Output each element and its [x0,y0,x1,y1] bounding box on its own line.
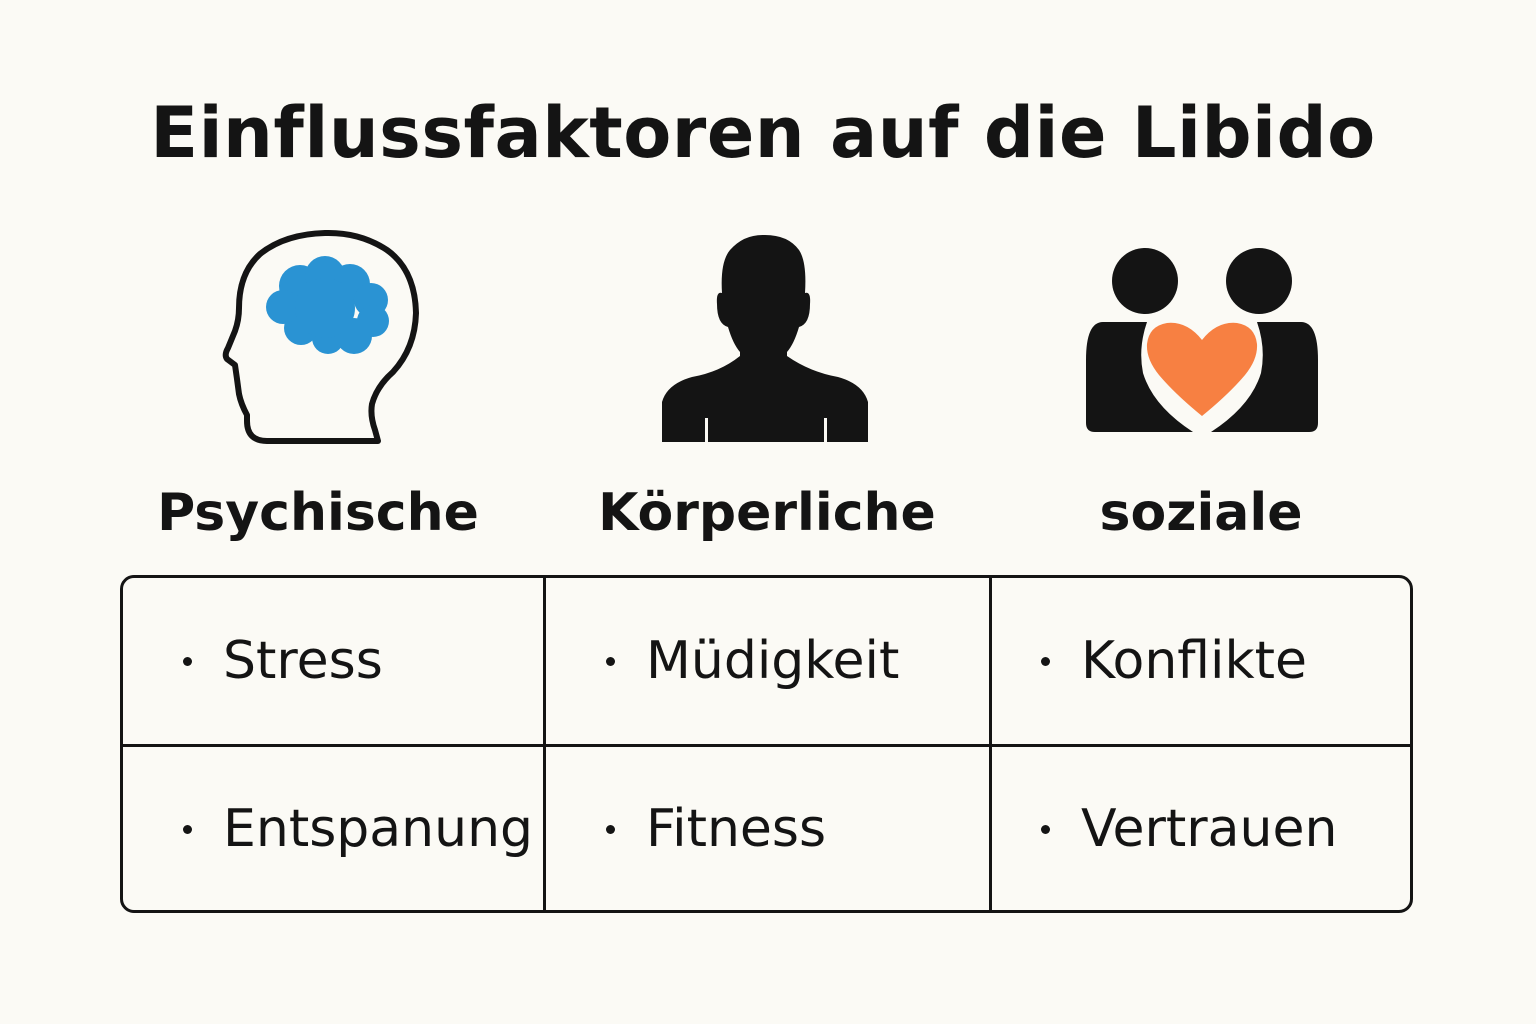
factor-item: Müdigkeit [646,631,900,691]
table-cell: Konflikte [1041,578,1307,744]
bullet-icon [1041,824,1050,834]
factor-table: Stress Müdigkeit Konflikte Entspanung Fi… [120,575,1413,913]
bullet-icon [1041,656,1050,666]
row-divider [123,744,1410,747]
factor-item: Konflikte [1081,631,1307,691]
bullet-icon [183,656,192,666]
factor-item: Fitness [646,799,827,859]
category-label-koerperliche: Körperliche [598,483,936,543]
body-silhouette-icon [660,232,870,444]
table-cell: Entspanung [183,746,534,910]
factor-item: Stress [223,631,383,691]
table-cell: Müdigkeit [606,578,899,744]
category-label-psychische: Psychische [157,483,479,543]
category-label-soziale: soziale [1099,483,1303,543]
table-cell: Fitness [606,746,827,910]
page-title: Einflussfaktoren auf die Libido [150,92,1376,174]
bullet-icon [606,824,615,834]
factor-item: Entspanung [223,799,534,859]
factor-item: Vertrauen [1081,799,1338,859]
couple-heart-icon [1083,248,1323,436]
table-cell: Stress [183,578,383,744]
table-cell: Vertrauen [1041,746,1338,910]
bullet-icon [606,656,615,666]
head-brain-icon [215,228,425,453]
bullet-icon [183,824,192,834]
